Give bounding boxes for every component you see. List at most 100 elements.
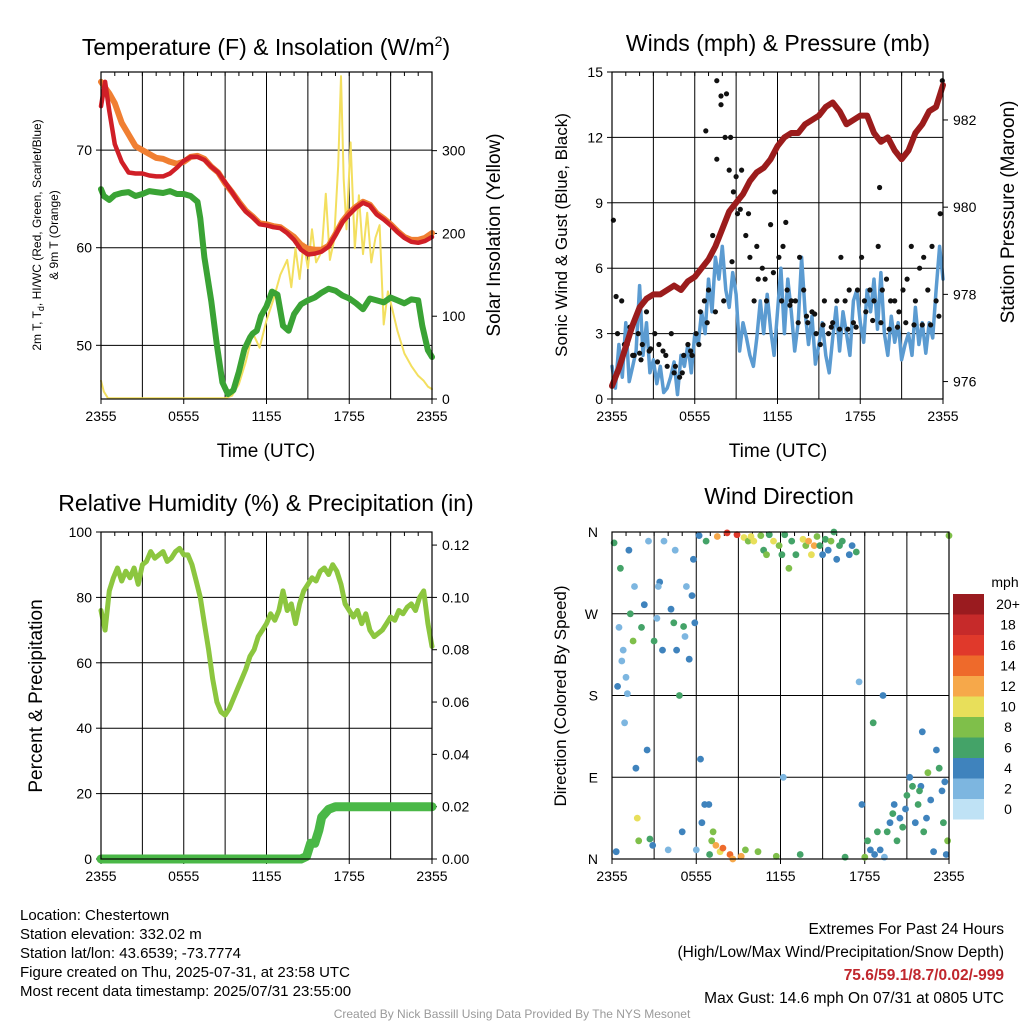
direction-point [871,851,878,858]
direction-point [778,551,786,559]
direction-point [664,846,672,854]
rh-y2tick-label: 0.06 [442,694,469,710]
direction-point [796,851,804,858]
temp-xtick-label: 2355 [416,408,447,424]
gust-point [837,326,843,332]
direction-point [719,844,727,852]
direction-point [676,692,683,699]
winds-ytick-label: 0 [595,391,603,407]
direction-point [805,537,812,545]
gust-point [723,91,730,97]
winds-y2tick-label: 982 [953,112,977,128]
direction-point [670,619,678,627]
temp-panel: 2355 0555 1155 1755 2355 50 60 70 0 100 200 300 Temp… [30,33,505,462]
credit-line: Created By Nick Bassill Using Data Provi… [333,1007,691,1021]
gust-point [801,287,807,293]
gust-point [718,102,724,108]
gust-point [788,298,794,304]
direction-point [781,531,789,539]
solar-insolation-line [100,75,433,400]
winds-ytick-label: 15 [587,64,603,80]
legend-swatch [953,594,984,615]
direction-point [813,533,821,540]
extremes-title: Extremes For Past 24 Hours [808,921,1004,938]
winds-y2tick-label: 980 [953,199,977,215]
gust-point [817,341,823,348]
gust-point [772,189,778,195]
direction-point [713,533,721,540]
direction-point [617,564,624,572]
temp-xaxis-label: Time (UTC) [217,441,316,462]
gust-point [739,167,745,173]
direction-point [733,531,741,539]
gust-point [784,287,790,293]
direction-point [883,828,891,836]
direction-point [750,537,758,545]
legend-label: 16 [1000,637,1016,653]
gust-point [870,317,876,324]
rh-xtick-label: 2355 [416,868,447,884]
gust-point [854,287,861,293]
direction-point [911,819,919,827]
direction-point [938,787,946,795]
rh-ytick-label: 60 [76,655,92,671]
temp-xtick-label: 2355 [85,408,116,424]
direction-point [810,542,818,549]
gust-point [751,298,757,304]
gust-point [671,370,677,376]
winds-xaxis-label: Time (UTC) [729,441,828,462]
dir-ytick-label: E [589,769,598,785]
gust-point [714,156,720,162]
gust-point [745,211,752,217]
rh-plot-border [100,531,433,860]
gust-point [712,309,719,315]
gust-point [672,363,679,369]
gust-point [795,320,801,326]
winds-ytick-label: 6 [595,260,603,276]
dir-ytick-label: S [589,688,598,704]
gust-point [850,320,857,326]
direction-point [632,764,640,772]
direction-point [808,551,815,559]
gust-point [688,348,694,354]
direction-point [886,819,894,827]
gust-point [917,265,923,271]
direction-point [712,842,720,849]
legend-swatch [953,799,984,820]
direction-point [654,583,662,590]
gust-point [646,348,652,354]
gust-point [912,298,919,304]
gust-point [754,243,760,249]
direction-point [916,787,923,795]
gust-point [759,265,765,271]
legend-swatch [953,717,984,738]
winds-xtick-label: 2355 [927,408,958,424]
direction-point [723,529,731,537]
direction-point [671,546,679,554]
gust-point [654,359,661,365]
temp-xtick-label: 1155 [251,408,281,424]
dir-xtick-label: 2355 [933,868,964,884]
rh-xtick-label: 0555 [168,868,199,884]
direction-point [621,719,628,727]
extremes-fields: (High/Low/Max Wind/Precipitation/Snow De… [677,944,1005,961]
gust-point [668,331,674,337]
rh-yaxis-label: Percent & Precipitation [26,599,47,792]
gust-point [637,350,643,356]
gust-point [828,324,834,330]
winds-xtick-label: 1755 [845,408,876,424]
dir-plot-border [611,531,950,860]
legend-label: 18 [1000,617,1016,633]
direction-point [643,746,651,754]
temp-plot-border [100,71,433,400]
direction-point [737,852,745,860]
dir-ytick-label: N [588,851,598,867]
gust-point [805,320,811,326]
rh-xtick-label: 1755 [334,868,365,884]
direction-point [624,690,631,698]
direction-point [772,852,780,860]
gust-point [747,254,753,260]
station-info: Location: Chestertown Station elevation:… [20,906,351,1001]
gust-point [630,352,636,358]
